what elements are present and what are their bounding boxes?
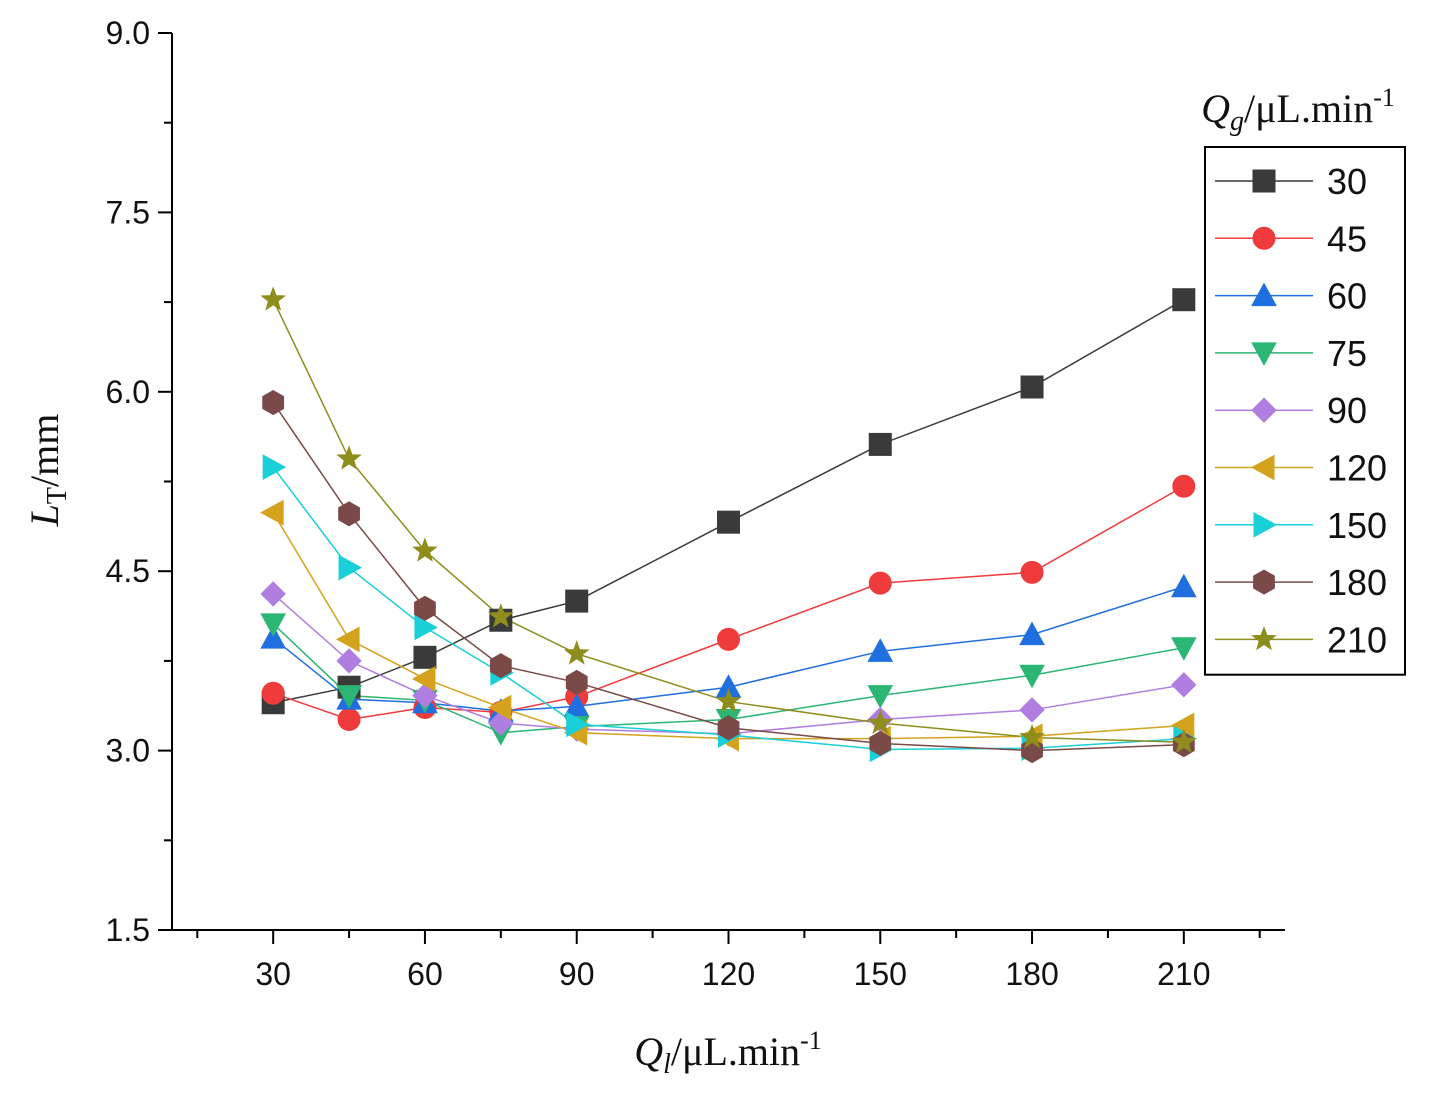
point-210-180: [1019, 724, 1045, 749]
point-30-120: [717, 510, 740, 534]
point-45-45: [337, 708, 361, 732]
legend-label-210: 210: [1327, 619, 1387, 660]
point-180-150: [869, 730, 892, 757]
point-90-210: [1171, 672, 1197, 698]
legend-marker-150: [1253, 511, 1278, 538]
legend-label-120: 120: [1327, 448, 1387, 489]
point-150-30: [262, 454, 287, 480]
legend-label-75: 75: [1327, 333, 1367, 374]
legend: 30 45 60 75 90 120 150 180 210: [1204, 146, 1406, 676]
point-180-75: [489, 653, 512, 679]
x-tick-label: 30: [255, 956, 291, 992]
point-180-30: [262, 389, 285, 416]
point-45-30: [261, 681, 285, 705]
x-axis-title: Ql/μL.min-1: [634, 1026, 822, 1080]
legend-label-150: 150: [1327, 505, 1387, 546]
legend-label-180: 180: [1327, 562, 1387, 603]
point-210-150: [867, 709, 894, 734]
point-60-180: [1019, 621, 1045, 646]
point-45-120: [717, 627, 740, 651]
point-75-210: [1170, 637, 1197, 661]
point-90-180: [1019, 697, 1045, 723]
y-axis-title: LT/mm: [22, 414, 73, 528]
x-tick-label: 180: [1005, 956, 1058, 992]
point-30-90: [565, 589, 589, 613]
point-210-30: [260, 286, 286, 311]
point-90-30: [260, 581, 286, 607]
legend-label-60: 60: [1327, 276, 1367, 317]
point-30-210: [1172, 288, 1196, 312]
y-tick-label: 6.0: [106, 374, 150, 410]
y-tick-label: 1.5: [106, 912, 150, 948]
point-90-60: [412, 682, 438, 709]
point-60-150: [867, 638, 894, 662]
legend-marker-210: [1251, 625, 1277, 651]
point-210-210: [1171, 728, 1197, 754]
point-60-210: [1170, 573, 1197, 598]
point-120-75: [487, 694, 512, 721]
point-30-60: [413, 645, 437, 669]
y-tick-label: 4.5: [106, 553, 150, 589]
point-45-150: [868, 571, 892, 595]
point-150-90: [566, 711, 590, 738]
point-120-45: [336, 626, 360, 653]
x-tick-label: 90: [559, 956, 595, 992]
point-180-45: [338, 501, 360, 527]
point-75-45: [336, 685, 362, 709]
legend-marker-90: [1251, 397, 1277, 423]
y-tick-label: 9.0: [106, 15, 150, 51]
x-tick-label: 150: [854, 956, 907, 992]
point-150-60: [414, 614, 438, 641]
point-90-45: [336, 648, 362, 674]
point-180-90: [565, 669, 588, 696]
point-30-150: [868, 432, 892, 456]
point-210-120: [715, 688, 742, 713]
point-210-90: [563, 640, 590, 665]
point-210-45: [336, 445, 362, 470]
point-180-60: [414, 595, 436, 621]
y-tick-label: 7.5: [106, 194, 150, 230]
point-75-150: [867, 685, 894, 709]
point-30-180: [1020, 375, 1044, 399]
point-45-180: [1020, 560, 1044, 584]
point-120-60: [411, 665, 436, 692]
y-tick-label: 3.0: [106, 733, 150, 769]
legend-marker-120: [1250, 454, 1275, 481]
point-120-30: [260, 499, 284, 526]
point-75-30: [260, 613, 287, 637]
legend-marker-45: [1252, 226, 1276, 250]
point-60-30: [260, 625, 287, 649]
legend-marker-75: [1251, 342, 1277, 366]
point-180-120: [717, 715, 740, 741]
legend-marker-30: [1252, 169, 1276, 193]
x-tick-label: 210: [1157, 956, 1210, 992]
point-45-210: [1172, 474, 1196, 498]
legend-label-30: 30: [1327, 161, 1367, 202]
legend-marker-60: [1251, 282, 1277, 307]
legend-title: Qg/μL.min-1: [1201, 83, 1395, 137]
point-210-75: [488, 603, 514, 628]
x-tick-label: 120: [702, 956, 755, 992]
point-210-60: [412, 537, 438, 562]
point-75-180: [1019, 664, 1045, 689]
legend-label-45: 45: [1327, 218, 1367, 259]
legend-marker-180: [1253, 569, 1275, 595]
legend-label-90: 90: [1327, 390, 1367, 431]
point-150-45: [338, 554, 363, 581]
x-tick-label: 60: [407, 956, 443, 992]
axes: 1.5 3.0 4.5 6.0 7.5 9.0 30 60 90 120 150 180 210: [106, 15, 1285, 992]
series-markers: [260, 286, 1197, 764]
